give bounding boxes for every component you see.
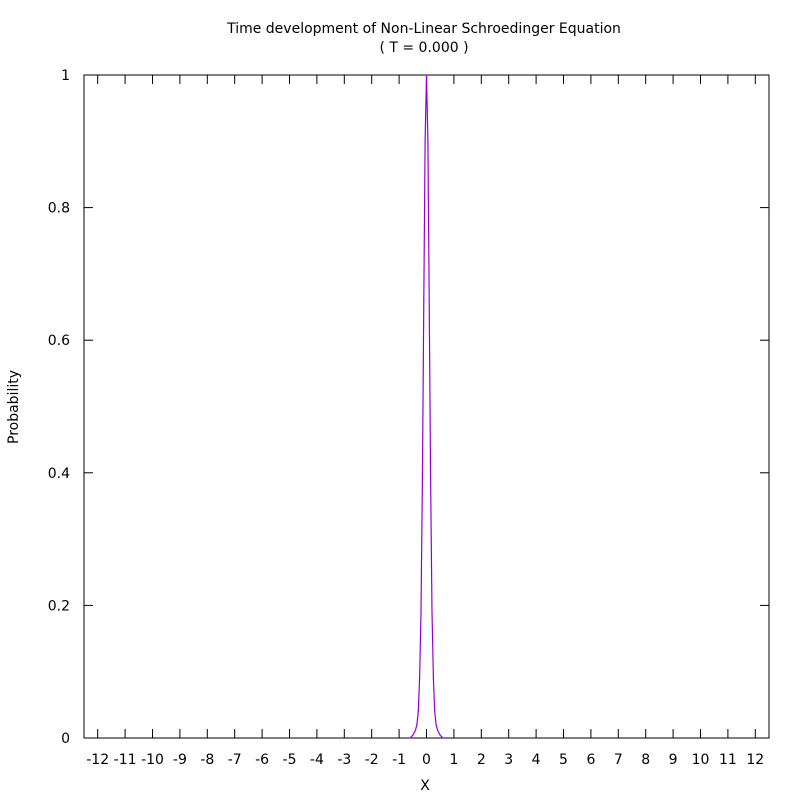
- data-point: [436, 729, 439, 731]
- x-tick-label: -2: [365, 752, 379, 768]
- y-tick-label: 1: [61, 68, 70, 84]
- y-tick-label: 0.8: [48, 201, 70, 217]
- x-tick-label: 7: [614, 752, 623, 768]
- x-tick-label: -11: [114, 752, 137, 768]
- data-point: [435, 724, 437, 726]
- x-tick-label: 0: [422, 752, 431, 768]
- data-point: [423, 299, 425, 302]
- x-axis-label: X: [420, 778, 430, 794]
- data-point: [412, 734, 414, 736]
- data-point: [409, 737, 411, 739]
- x-tick-label: 9: [669, 752, 678, 768]
- x-tick-label: 2: [477, 752, 486, 768]
- data-point: [421, 478, 423, 481]
- x-tick-label: -1: [392, 752, 406, 768]
- chart-subtitle: ( T = 0.000 ): [379, 40, 468, 56]
- data-point: [439, 734, 441, 736]
- series-line: [409, 74, 444, 739]
- x-tick-label: -6: [255, 752, 269, 768]
- y-axis-label: Probability: [6, 370, 22, 444]
- x-tick-label: 10: [692, 752, 710, 768]
- chart-title: Time development of Non-Linear Schroedin…: [226, 21, 621, 37]
- x-tick-label: -9: [173, 752, 187, 768]
- x-tick-label: -10: [141, 752, 164, 768]
- x-tick-label: -12: [86, 752, 109, 768]
- x-tick-label: -4: [310, 752, 324, 768]
- data-point: [416, 724, 418, 726]
- data-point: [442, 737, 444, 739]
- data-point: [427, 140, 429, 142]
- x-tick-label: -5: [283, 752, 297, 768]
- y-tick-label: 0.6: [48, 333, 70, 349]
- x-tick-label: -7: [228, 752, 242, 768]
- y-tick-label: 0.2: [48, 598, 70, 614]
- y-tick-label: 0: [61, 731, 70, 747]
- x-tick-label: 11: [719, 752, 737, 768]
- series-group: [409, 74, 444, 739]
- data-point: [428, 299, 430, 302]
- x-tick-label: 8: [641, 752, 650, 768]
- data-point: [417, 710, 419, 713]
- y-tick-label: 0.4: [48, 466, 70, 482]
- data-point: [424, 140, 426, 142]
- data-point: [434, 710, 436, 713]
- x-tick-label: 3: [504, 752, 513, 768]
- data-point: [425, 74, 428, 76]
- x-tick-label: -8: [200, 752, 214, 768]
- x-tick-label: 1: [449, 752, 458, 768]
- data-point: [430, 478, 432, 481]
- x-tick-label: 6: [586, 752, 595, 768]
- plot-border: [83, 74, 770, 739]
- x-tick-label: 12: [746, 752, 764, 768]
- x-tick-label: -3: [337, 752, 351, 768]
- x-tick-label: 5: [559, 752, 568, 768]
- data-point: [432, 677, 434, 679]
- data-point: [431, 611, 433, 613]
- data-point: [419, 677, 421, 679]
- data-point: [414, 729, 417, 731]
- x-tick-label: 4: [532, 752, 541, 768]
- data-point: [420, 611, 422, 613]
- ticks-group: -12 -11 -10 -9 -8 -7 -6 -5 -4 -3 -2 -1 0 1 2 3 4 5 6 7 8 9 10 1…: [48, 68, 769, 768]
